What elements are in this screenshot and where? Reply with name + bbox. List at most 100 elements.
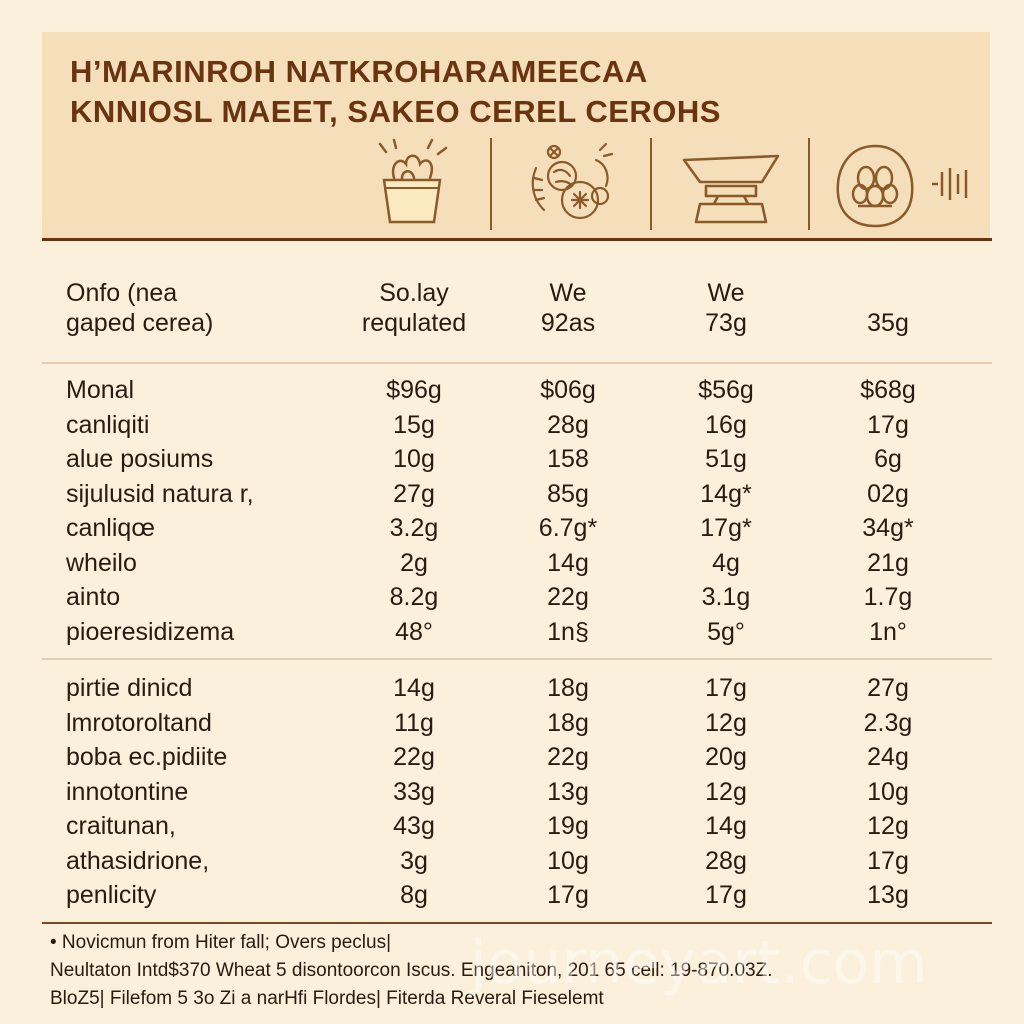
cell-value: 14g <box>393 674 435 702</box>
row-label: canliqiti <box>66 410 150 439</box>
column-header-label: Onfo (neа gaped cerea) <box>66 279 214 337</box>
cell-value: 48° <box>395 617 433 646</box>
cell-value: 27g <box>867 674 909 702</box>
cell-value: $68g <box>860 376 916 404</box>
cell-value: 85g <box>547 479 589 508</box>
cell-value: 10g <box>393 445 435 473</box>
cell-value: 3.1g <box>701 583 751 611</box>
row-label: boba ec.pidiite <box>66 743 228 771</box>
cell-value: 4g <box>712 548 740 577</box>
cell-value: 10g <box>867 777 909 806</box>
row-label: penlicity <box>66 881 157 909</box>
cell-value: 22g <box>393 743 435 771</box>
cell-value: 22g <box>547 583 589 611</box>
cell-value: 18g <box>547 674 589 702</box>
cell-value: 2g <box>400 548 428 577</box>
cell-value: 8g <box>400 881 428 909</box>
cell-value: 13g <box>867 881 909 909</box>
row-label: innotontine <box>66 777 189 806</box>
cell-value: 43g <box>393 812 435 840</box>
cell-value: 5g° <box>707 617 745 646</box>
row-label: sijulusid natura r, <box>66 479 254 508</box>
cell-value: 16g <box>705 410 747 439</box>
footer-line-1: • Novicmun from Hiter fall; Overs peclus… <box>50 932 392 953</box>
cell-value: 12g <box>867 812 909 840</box>
row-label: athasidrione, <box>66 846 210 875</box>
column-header-1: So.lay requlated <box>361 279 467 337</box>
cell-value: 22g <box>547 743 589 771</box>
table-row: pioeresidizema 48° 1n§ 5g° 1n° <box>0 618 1024 652</box>
cell-value: 1.7g <box>863 583 913 611</box>
table-row: canliqiti 15g 28g 16g 17g <box>0 411 1024 445</box>
title-line-2: KNNIOSL MAEET, SAKEO CEREL CEROHS <box>70 94 721 129</box>
cell-value: 12g <box>705 777 747 806</box>
cell-value: 17g <box>867 410 909 439</box>
cell-value: 14g* <box>700 479 752 508</box>
column-header-4: 35g <box>867 309 909 337</box>
table-row: alue posiums 10g 158 51g 6g <box>0 445 1024 479</box>
cell-value: 1n§ <box>547 617 589 646</box>
cell-value: 28g <box>547 410 589 439</box>
table-row: craitunan, 43g 19g 14g 12g <box>0 812 1024 846</box>
cell-value: 17g* <box>700 514 752 542</box>
cell-value: 3g <box>400 846 428 875</box>
table-divider <box>42 658 992 660</box>
cell-value: 34g* <box>862 514 914 542</box>
cell-value: 11g <box>394 708 434 737</box>
cell-value: 20g <box>705 743 747 771</box>
column-header-2: We 92as <box>540 279 596 337</box>
table-row: boba ec.pidiite 22g 22g 20g 24g <box>0 743 1024 777</box>
table-row: innotontine 33g 13g 12g 10g <box>0 778 1024 812</box>
watermark: journeyart.com <box>470 928 928 998</box>
fruit-nut-icon <box>520 136 620 232</box>
header-divider <box>42 238 992 241</box>
cell-value: 15g <box>393 410 435 439</box>
row-label: Monal <box>66 376 135 404</box>
icon-divider <box>490 138 492 230</box>
row-label: craitunan, <box>66 812 176 840</box>
row-label: lmrotoroltand <box>66 708 212 737</box>
cell-value: 1n° <box>869 617 907 646</box>
row-label: pioeresidizema <box>66 617 235 646</box>
table-row: canliqœ 3.2g 6.7g* 17g* 34g* <box>0 514 1024 548</box>
cereal-box-icon <box>368 136 456 232</box>
cell-value: 33g <box>393 777 435 806</box>
cell-value: 19g <box>547 812 589 840</box>
footer-line-2: Neultaton Intd$370 Wheat 5 disontoorcon … <box>50 960 773 981</box>
cell-value: 02g <box>867 479 909 508</box>
cell-value: 2.3g <box>863 708 913 737</box>
column-header-3: We 73g <box>705 279 747 337</box>
cell-value: 14g <box>547 548 589 577</box>
cell-value: 21g <box>867 548 909 577</box>
cell-value: 6.7g* <box>538 514 598 542</box>
title-line-1: H’MARINROH NATKROHARAMEECAA <box>70 54 648 89</box>
cell-value: 12g <box>705 708 747 737</box>
header-panel: H’MARINROH NATKROHARAMEECAA KNNIOSL MAEE… <box>42 32 990 240</box>
table-row: pirtie dinicd 14g 18g 17g 27g <box>0 674 1024 708</box>
row-label: wheilo <box>66 548 137 577</box>
cell-value: 17g <box>867 846 909 875</box>
table-row: sijulusid natura r, 27g 85g 14g* 02g <box>0 480 1024 514</box>
cell-value: $06g <box>540 376 596 404</box>
cell-value: 24g <box>867 743 909 771</box>
barcode-icon <box>926 136 972 232</box>
table-row: lmrotoroltand 11g 18g 12g 2.3g <box>0 709 1024 743</box>
cell-value: 51g <box>705 445 747 473</box>
table-row: wheilo 2g 14g 4g 21g <box>0 549 1024 583</box>
table-row: ainto 8.2g 22g 3.1g 1.7g <box>0 583 1024 617</box>
cell-value: 17g <box>705 881 747 909</box>
scale-icon <box>676 136 786 232</box>
cell-value: 17g <box>547 881 589 909</box>
table-row: penlicity 8g 17g 17g 13g <box>0 881 1024 915</box>
cell-value: 27g <box>393 479 435 508</box>
cell-value: $96g <box>386 376 442 404</box>
cell-value: 14g <box>705 812 747 840</box>
cell-value: 28g <box>705 846 747 875</box>
cell-value: 18g <box>547 708 589 737</box>
footer-line-3: BloZ5| Filefom 5 3o Zi a narHfi Flordes|… <box>50 988 604 1009</box>
cell-value: 158 <box>547 445 589 473</box>
cell-value: 8.2g <box>389 583 439 611</box>
cell-value: 13g <box>547 777 589 806</box>
row-label: ainto <box>66 583 121 611</box>
footer-divider <box>42 922 992 924</box>
